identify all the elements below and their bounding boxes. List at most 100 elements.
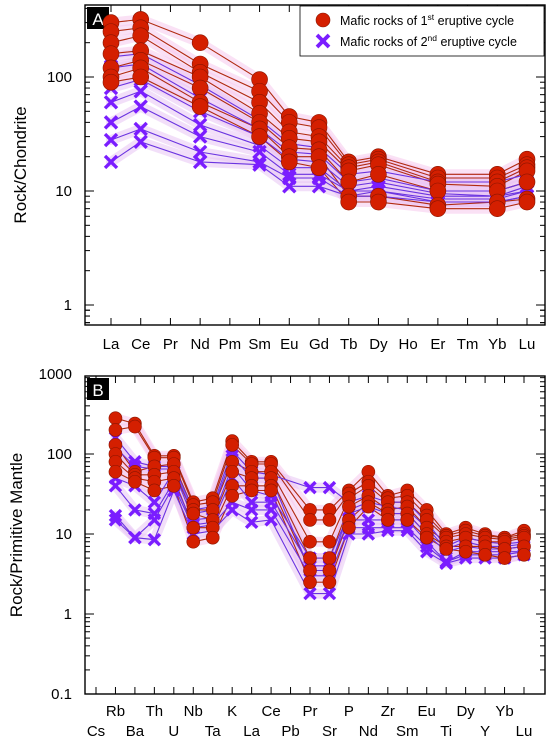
x-tick-label-eu: Eu bbox=[418, 703, 436, 720]
x-tick-label-pb: Pb bbox=[281, 723, 299, 740]
cycle2-point-pr bbox=[303, 480, 317, 495]
x-tick-label-p: P bbox=[344, 703, 354, 720]
cycle2-point-la bbox=[103, 132, 119, 148]
cycle2-point-pr bbox=[303, 586, 317, 601]
y-tick-label: 10 bbox=[55, 526, 72, 543]
cycle2-point-th bbox=[147, 513, 162, 527]
x-tick-label-la: La bbox=[103, 336, 120, 353]
cycle1-point-ce bbox=[132, 27, 150, 45]
cycle2-point-ba bbox=[128, 455, 142, 469]
x-tick-label-ce: Ce bbox=[261, 703, 280, 720]
cycle2-point-nd bbox=[361, 527, 376, 541]
marker-layer bbox=[102, 11, 536, 217]
cycle1-point-la bbox=[244, 483, 259, 498]
cycle2-point-rb bbox=[108, 479, 123, 493]
cycle1-point-ba bbox=[128, 419, 142, 434]
cycle2-point-la bbox=[103, 154, 119, 170]
cycle2-point-ce bbox=[264, 503, 278, 517]
cycle1-point-nb bbox=[186, 506, 201, 521]
cycle1-point-k bbox=[225, 438, 239, 452]
cycle1-point-tb bbox=[340, 193, 358, 211]
x-tick-label-zr: Zr bbox=[381, 703, 395, 720]
x-tick-label-cs: Cs bbox=[87, 723, 105, 740]
legend-label-cycle2: Mafic rocks of 2nd eruptive cycle bbox=[340, 33, 517, 49]
x-tick-label-sm: Sm bbox=[396, 723, 419, 740]
cycle1-point-p bbox=[342, 499, 356, 514]
x-tick-label-eu: Eu bbox=[280, 336, 298, 353]
x-tick-label-gd: Gd bbox=[309, 336, 329, 353]
y-tick-label: 0.1 bbox=[51, 686, 72, 703]
cycle2-point-nd bbox=[192, 154, 208, 170]
panel-b-ylabel: Rock/Primitive Mantle bbox=[7, 453, 26, 617]
cycle2-point-rb bbox=[108, 508, 123, 523]
x-tick-label-tb: Tb bbox=[340, 336, 358, 353]
panel-b-y-ticks: 0.1 1 10 100 1000 bbox=[39, 366, 545, 703]
x-tick-label-ce: Ce bbox=[131, 336, 150, 353]
x-tick-label-dy: Dy bbox=[369, 336, 388, 353]
panel-a-frame bbox=[84, 4, 546, 326]
y-tick-label: 1000 bbox=[39, 366, 72, 383]
cycle2-point-la bbox=[244, 503, 259, 517]
cycle1-point-gd bbox=[310, 159, 328, 177]
x-tick-label-k: K bbox=[227, 703, 237, 720]
cycle1-point-ba bbox=[128, 474, 142, 489]
y-tick-label: 1 bbox=[64, 606, 72, 623]
cycle2-point-sr bbox=[322, 480, 337, 495]
cycle1-point-pr bbox=[303, 563, 317, 578]
cycle1-point-pr bbox=[303, 551, 317, 565]
x-tick-label-er: Er bbox=[430, 336, 445, 353]
panel-b-frame bbox=[84, 375, 546, 695]
cycle2-point-ce bbox=[133, 84, 148, 99]
cycle1-point-er bbox=[429, 182, 447, 200]
marker-layer bbox=[108, 411, 531, 601]
cycle1-point-sr bbox=[322, 575, 337, 589]
cycle2-point-zr bbox=[381, 523, 395, 538]
x-tick-label-pr: Pr bbox=[303, 703, 318, 720]
cycle1-point-nd bbox=[191, 79, 209, 97]
y-tick-label: 100 bbox=[47, 69, 72, 86]
x-tick-label-ta: Ta bbox=[205, 723, 222, 740]
cycle1-point-k bbox=[225, 464, 239, 479]
cycle1-point-yb bbox=[488, 200, 506, 217]
panel-a-label: A bbox=[92, 10, 104, 29]
panel-b-series bbox=[108, 411, 531, 601]
cycle1-point-pr bbox=[303, 575, 317, 589]
x-tick-label-rb: Rb bbox=[106, 703, 125, 720]
cycle2-point-eu bbox=[282, 179, 297, 194]
x-tick-label-y: Y bbox=[480, 723, 490, 740]
cycle2-point-sr bbox=[322, 586, 337, 601]
cycle1-point-eu bbox=[419, 530, 434, 545]
cycle1-point-tb bbox=[340, 173, 358, 191]
panel-b-primitive-mantle-plot: B Rock/Primitive Mantle 0.1 1 10 100 1000 Cs… bbox=[7, 366, 546, 740]
cycle2-point-ce bbox=[133, 134, 148, 150]
cycle1-point-lu bbox=[518, 173, 536, 191]
cycle2-point-ba bbox=[128, 530, 142, 545]
cycle2-point-eu bbox=[282, 167, 297, 182]
cycle2-point-ce bbox=[264, 513, 278, 527]
panel-a-y-ticks: 1 10 100 bbox=[47, 7, 545, 324]
x-tick-label-yb: Yb bbox=[495, 703, 513, 720]
cycle2-point-ce bbox=[133, 121, 148, 137]
x-tick-label-yb: Yb bbox=[488, 336, 506, 353]
cycle2-point-la bbox=[103, 115, 119, 130]
x-tick-label-nd: Nd bbox=[359, 723, 378, 740]
cycle2-point-sm bbox=[252, 157, 267, 172]
cycle1-point-la bbox=[102, 45, 120, 63]
x-tick-label-u: U bbox=[168, 723, 179, 740]
cycle2-point-ba bbox=[128, 503, 142, 517]
cycle1-point-ce bbox=[264, 483, 278, 498]
cycle1-point-u bbox=[167, 479, 181, 493]
cycle1-point-zr bbox=[381, 513, 395, 527]
legend-label-cycle1: Mafic rocks of 1st eruptive cycle bbox=[340, 12, 514, 28]
cycle2-point-nd bbox=[192, 129, 208, 144]
x-tick-label-dy: Dy bbox=[456, 703, 475, 720]
cycle1-point-lu bbox=[518, 193, 536, 211]
x-tick-label-sr: Sr bbox=[322, 723, 337, 740]
panel-a-chondrite-plot: A Rock/Chondrite 1 10 100 La Ce Pr Nd Pm Sm Eu Gd… bbox=[11, 4, 546, 353]
cycle2-point-la bbox=[244, 515, 259, 530]
cycle2-point-sm bbox=[400, 523, 414, 538]
cycle1-point-y bbox=[478, 547, 492, 562]
cycle1-point-nd bbox=[191, 98, 209, 115]
y-tick-label: 100 bbox=[47, 446, 72, 463]
